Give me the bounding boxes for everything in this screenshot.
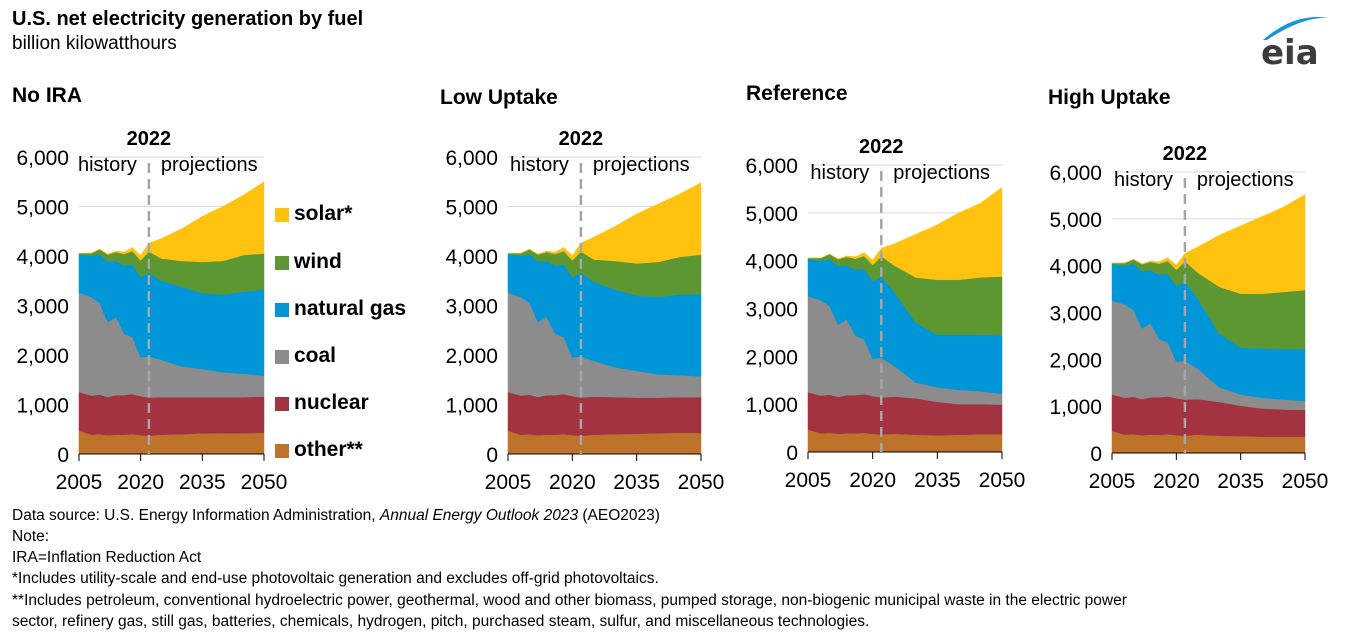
logo-swoosh — [1263, 16, 1329, 40]
x-tick-label: 2020 — [849, 469, 896, 492]
y-tick-label: 3,000 — [445, 296, 498, 319]
footer-note-label: Note: — [12, 528, 50, 545]
legend-swatch-coal — [275, 350, 289, 364]
footer-note-other-1: **Includes petroleum, conventional hydro… — [12, 592, 1127, 609]
projections-label: projections — [161, 154, 258, 176]
x-tick-label: 2005 — [485, 471, 532, 494]
legend-label-natural-gas: natural gas — [294, 297, 407, 320]
history-label: history — [1114, 169, 1173, 191]
chart-title: U.S. net electricity generation by fuel — [12, 8, 364, 30]
panel-2: 0 1,000 2,000 3,000 4,000 5,000 6,000 2005 2020 2… — [745, 136, 1025, 492]
y-tick-label: 1,000 — [445, 395, 498, 418]
area-solar — [1111, 194, 1306, 295]
source-suffix: (AEO2023) — [578, 507, 660, 524]
history-label: history — [810, 162, 869, 184]
logo-text: eia — [1261, 33, 1319, 68]
x-tick-label: 2050 — [678, 471, 725, 494]
y-tick-label: 2,000 — [745, 346, 798, 369]
panel-title-low-uptake: Low Uptake — [440, 86, 558, 109]
y-tick-label: 2,000 — [1049, 349, 1102, 372]
legend-label-other: other** — [294, 438, 363, 461]
y-tick-label: 0 — [57, 444, 69, 467]
y-tick-label: 2,000 — [16, 345, 69, 368]
y-tick-label: 1,000 — [16, 395, 69, 418]
panel-1: 0 1,000 2,000 3,000 4,000 5,000 6,000 2005 2020 2… — [445, 128, 724, 494]
y-tick-label: 3,000 — [16, 296, 69, 319]
source-prefix: Data source: U.S. Energy Information Adm… — [12, 507, 380, 524]
y-tick-label: 3,000 — [745, 299, 798, 322]
y-tick-label: 6,000 — [445, 147, 498, 170]
projections-label: projections — [893, 162, 990, 184]
x-tick-label: 2035 — [1217, 470, 1264, 493]
projections-label: projections — [593, 154, 690, 176]
y-tick-label: 5,000 — [445, 197, 498, 220]
panel-title-high-uptake: High Uptake — [1048, 86, 1171, 109]
footer-note-other-2: sector, refinery gas, still gas, batteri… — [12, 613, 870, 630]
x-tick-label: 2035 — [613, 471, 660, 494]
legend-swatch-other — [275, 444, 289, 458]
divider-year-label: 2022 — [559, 128, 604, 150]
y-tick-label: 4,000 — [1049, 256, 1102, 279]
panel-title-no-ira: No IRA — [12, 84, 82, 107]
chart-subtitle: billion kilowatthours — [12, 33, 177, 54]
footer-source: Data source: U.S. Energy Information Adm… — [12, 507, 660, 525]
x-tick-label: 2035 — [179, 471, 226, 494]
divider-year-label: 2022 — [1163, 143, 1208, 165]
chart-area: 0 1,000 2,000 3,000 4,000 5,000 6,000 2005 2020 2… — [16, 128, 1328, 494]
eia-logo: eia — [1261, 16, 1329, 68]
y-tick-label: 0 — [786, 442, 798, 465]
source-report: Annual Energy Outlook 2023 — [379, 507, 579, 524]
footer-note-solar: *Includes utility-scale and end-use phot… — [12, 570, 659, 587]
y-tick-label: 4,000 — [445, 246, 498, 269]
x-tick-label: 2020 — [1153, 470, 1200, 493]
x-tick-label: 2005 — [785, 469, 832, 492]
divider-year-label: 2022 — [127, 128, 172, 150]
legend-swatch-natural-gas — [275, 303, 289, 317]
panel-3: 0 1,000 2,000 3,000 4,000 5,000 6,000 2005 2020 2… — [1049, 143, 1328, 493]
x-tick-label: 2035 — [914, 469, 961, 492]
history-label: history — [510, 154, 569, 176]
x-tick-label: 2005 — [56, 471, 103, 494]
y-tick-label: 1,000 — [745, 394, 798, 417]
area-solar — [507, 182, 702, 264]
x-tick-label: 2005 — [1089, 470, 1136, 493]
divider-year-label: 2022 — [859, 136, 904, 158]
legend-swatch-solar — [275, 208, 289, 222]
x-tick-label: 2050 — [1282, 470, 1329, 493]
y-tick-label: 4,000 — [16, 246, 69, 269]
legend-label-nuclear: nuclear — [294, 391, 369, 414]
legend-label-coal: coal — [294, 344, 337, 367]
legend-swatch-wind — [275, 256, 289, 270]
x-tick-label: 2020 — [549, 471, 596, 494]
y-tick-label: 5,000 — [1049, 209, 1102, 232]
y-tick-label: 0 — [1090, 443, 1102, 466]
y-tick-label: 6,000 — [16, 147, 69, 170]
x-tick-label: 2020 — [117, 471, 164, 494]
area-solar — [78, 181, 265, 263]
y-tick-label: 4,000 — [745, 251, 798, 274]
legend-label-wind: wind — [294, 250, 342, 273]
y-tick-label: 5,000 — [745, 203, 798, 226]
legend-swatch-nuclear — [275, 397, 289, 411]
y-tick-label: 0 — [486, 444, 498, 467]
y-tick-label: 6,000 — [1049, 162, 1102, 185]
x-tick-label: 2050 — [979, 469, 1026, 492]
area-solar — [807, 186, 1003, 281]
y-tick-label: 6,000 — [745, 155, 798, 178]
y-tick-label: 5,000 — [16, 197, 69, 220]
footer-note-ira: IRA=Inflation Reduction Act — [12, 549, 202, 566]
projections-label: projections — [1197, 169, 1294, 191]
history-label: history — [78, 154, 137, 176]
area-nuclear — [507, 391, 702, 436]
y-tick-label: 1,000 — [1049, 396, 1102, 419]
legend-label-solar: solar* — [294, 202, 353, 225]
area-nuclear — [78, 391, 265, 436]
y-tick-label: 2,000 — [445, 345, 498, 368]
panel-title-reference: Reference — [746, 82, 848, 105]
x-tick-label: 2050 — [241, 471, 288, 494]
y-tick-label: 3,000 — [1049, 303, 1102, 326]
panel-0: 0 1,000 2,000 3,000 4,000 5,000 6,000 2005 2020 2… — [16, 128, 287, 494]
